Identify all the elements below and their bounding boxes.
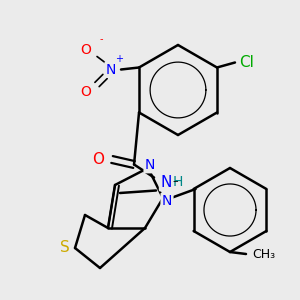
Text: H: H (173, 176, 183, 190)
Text: N: N (162, 194, 172, 208)
Text: O: O (81, 85, 92, 98)
Text: Cl: Cl (239, 55, 254, 70)
Text: –: – (172, 176, 178, 187)
Text: N: N (106, 62, 116, 76)
Text: +: + (115, 55, 123, 64)
Text: O: O (81, 43, 92, 56)
Text: -: - (99, 34, 103, 44)
Text: N: N (160, 175, 172, 190)
Text: N: N (145, 158, 155, 172)
Text: O: O (92, 152, 104, 167)
Text: S: S (60, 241, 70, 256)
Text: CH₃: CH₃ (252, 248, 276, 260)
